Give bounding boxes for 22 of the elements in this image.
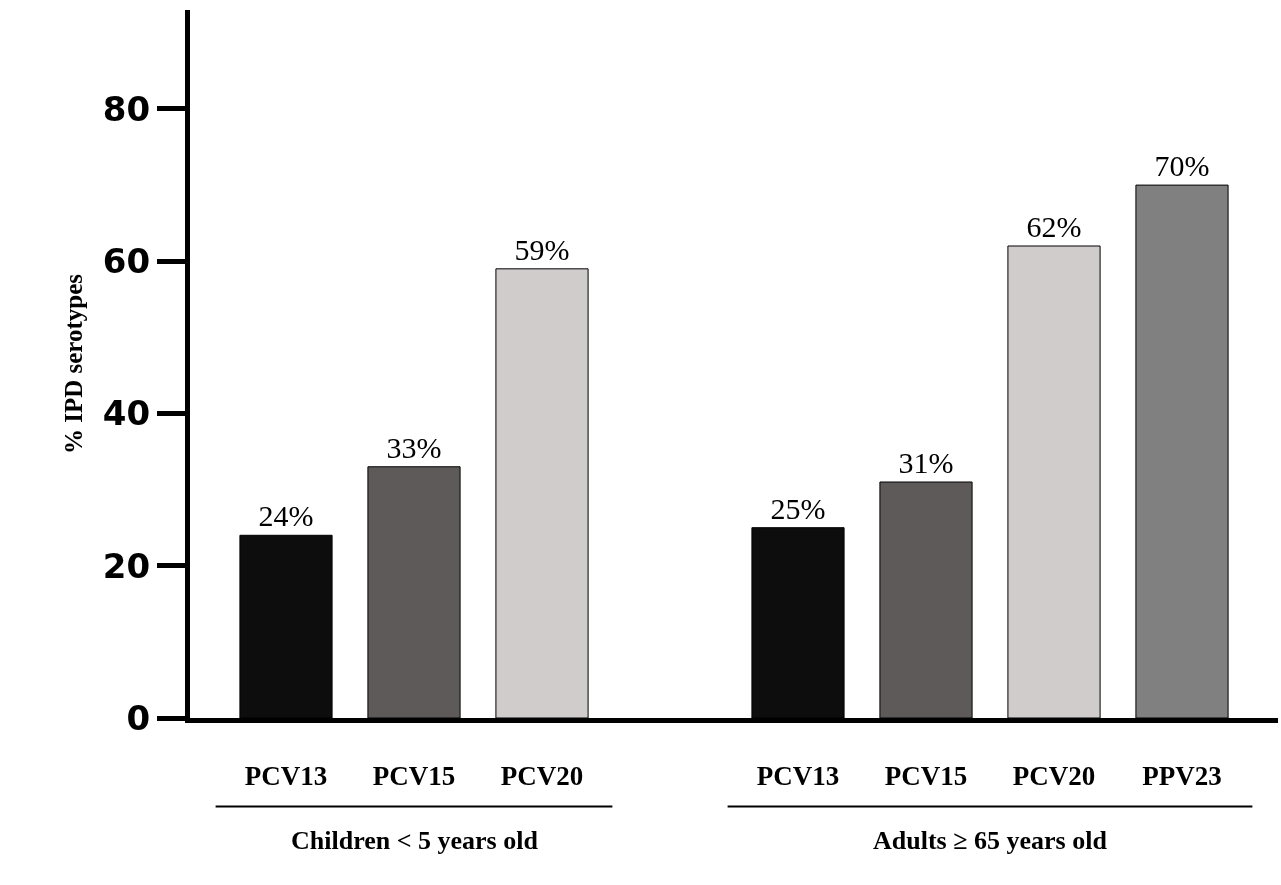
text: Children < 5 years old [291,826,539,855]
x-tick-label: PCV15 [372,761,456,792]
x-tick-label: PCV20 [1012,761,1096,792]
x-tick-label: PCV20 [500,761,584,792]
y-tick-label: 0 [126,697,151,738]
y-tick-label: 60 [102,241,151,282]
y-tick-label: 40 [102,393,151,434]
y-tick-label: 80 [102,88,151,129]
x-tick-label: PCV13 [756,761,840,792]
data-label: 25% [770,491,826,525]
data-label: 62% [1026,210,1082,243]
x-tick-label: PPV23 [1142,761,1222,792]
data-label: 70% [1154,149,1210,183]
text: Adults ≥ 65 years old [873,826,1108,855]
x-tick-label: PCV13 [244,761,328,792]
data-label: 33% [386,430,442,464]
data-label: 24% [258,499,314,533]
data-label: 31% [898,446,954,479]
x-tick-label: PCV15 [884,761,968,792]
y-axis-title: % IPD serotypes [59,273,87,455]
data-label: 59% [514,232,570,266]
y-tick-label: 20 [102,545,151,586]
